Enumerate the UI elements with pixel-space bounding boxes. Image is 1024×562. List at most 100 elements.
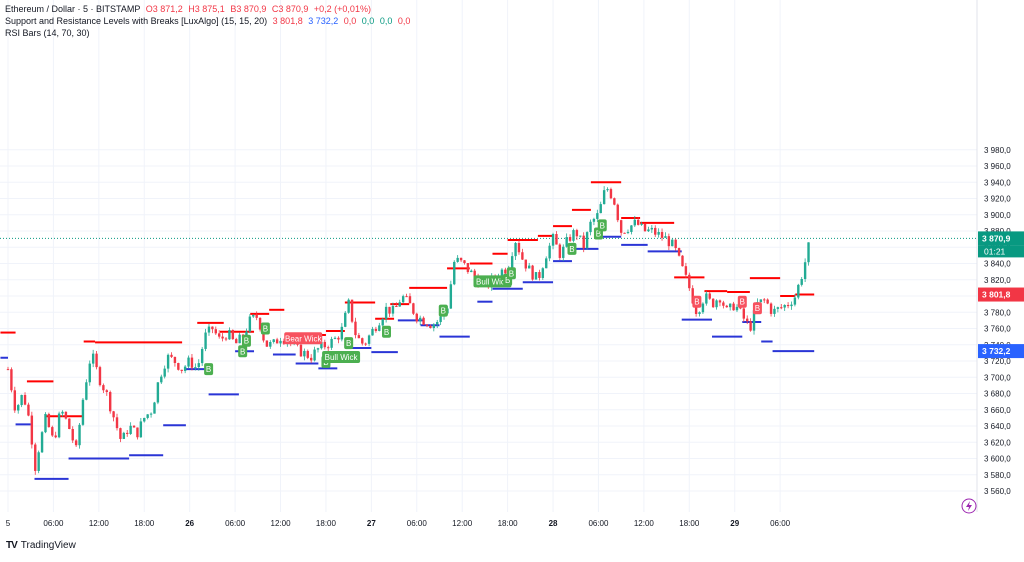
lightning-icon[interactable] [961,498,977,514]
y-tick-label: 3 700,0 [984,373,1011,382]
candle [783,304,786,311]
break-signal[interactable]: B [382,325,391,338]
candle-body [320,341,323,349]
price-tags: 3 870,9 01:21 3 801,8 3 732,2 [978,231,1024,359]
candle-body [722,302,725,306]
break-signal[interactable]: B [238,345,248,358]
candle [115,413,119,431]
candle-body [139,421,143,438]
candle-body [664,236,667,238]
tradingview-brand[interactable]: TV TradingView [6,540,76,551]
candle-body [218,333,221,337]
candle [384,302,388,323]
candle [405,293,408,298]
candle-body [773,308,776,314]
wick-label[interactable]: Bull Wick [322,350,361,363]
candle [350,299,354,324]
candle-body [177,363,180,370]
candle [436,319,439,329]
candle-body [395,306,398,308]
candle-body [309,357,313,361]
candle [231,329,235,340]
candle-body [613,198,616,205]
candle-body [374,328,378,331]
candle [449,280,453,309]
candle [459,257,463,263]
candle-body [473,270,476,277]
candle [330,336,333,350]
candle-body [71,429,74,441]
candle-body [606,189,609,191]
candle [6,366,10,371]
x-tick-label: 12:00 [271,519,292,528]
x-tick-label: 06:00 [407,519,428,528]
signal-text: B [694,298,699,307]
break-signal[interactable]: B [438,304,448,317]
break-signal[interactable]: B [567,242,577,255]
candle [143,417,146,423]
candle-body [783,304,786,308]
candle-body [711,298,715,308]
break-signal[interactable]: B [260,322,270,335]
candle [238,332,241,344]
candle [30,411,34,449]
break-signal[interactable]: B [692,295,702,308]
candle-body [115,417,119,429]
candle [667,233,671,251]
candle-body [398,302,401,307]
candle-body [23,394,27,405]
candle [34,442,37,475]
candle-body [551,234,555,246]
candle [112,410,115,422]
candle [793,294,797,307]
break-signal[interactable]: B [506,267,516,280]
candle [660,228,664,241]
candle [551,232,555,250]
candle [637,217,640,226]
candle [367,334,371,347]
candle-body [275,339,279,344]
change-value: +0,2 (+0,01%) [313,4,371,14]
candle [98,365,102,387]
break-signal[interactable]: B [752,302,762,315]
candle [575,228,579,241]
break-signal[interactable]: B [344,337,354,350]
candle-body [592,218,596,222]
candle [95,351,98,370]
candle [228,327,231,340]
break-signal[interactable]: B [737,295,747,308]
candle [47,412,51,428]
candle-body [456,257,459,262]
candle [514,242,517,260]
break-signal[interactable]: B [204,363,214,376]
candle-body [640,223,643,225]
candle [40,431,44,453]
x-tick-label: 06:00 [225,519,246,528]
wick-label[interactable]: Bull Wick [473,275,512,288]
candle [619,219,623,236]
candle-body [517,243,521,253]
candle-body [112,411,115,418]
candle [146,414,149,420]
candle-body [579,235,582,237]
indicator-value-5: 0,0 [379,16,393,26]
candle-body [565,237,568,247]
indicator-row[interactable]: Support and Resistance Levels with Break… [5,15,410,27]
candle [153,401,156,414]
candle [207,324,211,336]
candle-body [677,248,681,256]
break-signal[interactable]: B [241,334,251,347]
candle-body [61,411,64,414]
rsi-row[interactable]: RSI Bars (14, 70, 30) [5,27,410,39]
candle-body [313,349,316,361]
candle-body [623,232,626,234]
wick-label[interactable]: Bear Wick [284,332,322,345]
symbol-row[interactable]: Ethereum / Dollar · 5 · BITSTAMP O3 871,… [5,3,410,15]
candle-body [183,366,187,371]
break-signal[interactable]: B [597,219,607,232]
candle-body [74,440,78,446]
candle-body [224,338,228,340]
candle [534,271,538,280]
candle [78,423,81,449]
